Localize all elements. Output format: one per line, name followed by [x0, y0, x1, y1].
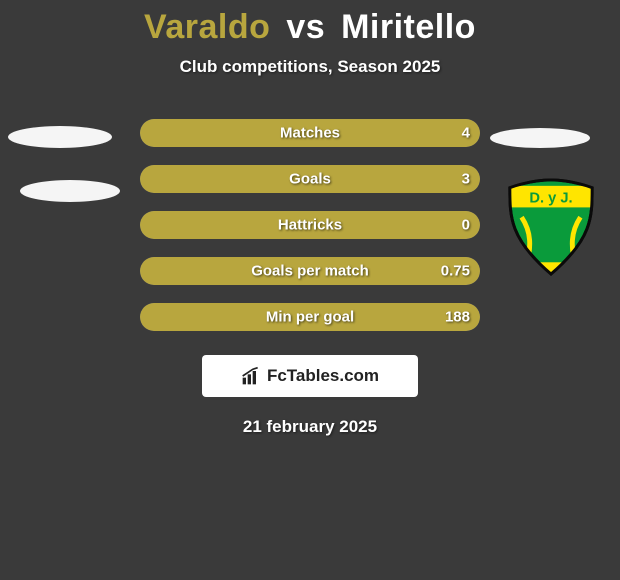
vs-text: vs [286, 8, 325, 46]
player2-name: Miritello [341, 8, 476, 46]
stat-label: Min per goal [266, 309, 354, 326]
stat-row: Goals 3 [140, 165, 480, 193]
stat-value-right: 4 [462, 125, 470, 142]
stat-label: Goals [289, 171, 331, 188]
club-badge-icon: D. y J. [502, 178, 600, 276]
bar-chart-icon [241, 366, 261, 386]
date-text: 21 february 2025 [0, 417, 620, 437]
logo-text: FcTables.com [267, 366, 379, 386]
fctables-logo[interactable]: FcTables.com [202, 355, 418, 397]
player1-name: Varaldo [144, 8, 270, 46]
stat-value-right: 0.75 [441, 263, 470, 280]
stat-row: Goals per match 0.75 [140, 257, 480, 285]
subtitle: Club competitions, Season 2025 [0, 57, 620, 77]
stat-value-right: 0 [462, 217, 470, 234]
stat-label: Goals per match [251, 263, 369, 280]
stat-row: Matches 4 [140, 119, 480, 147]
comparison-title: Varaldo vs Miritello [0, 8, 620, 47]
stat-label: Hattricks [278, 217, 342, 234]
stat-row: Min per goal 188 [140, 303, 480, 331]
avatar-placeholder [20, 180, 120, 202]
stat-row: Hattricks 0 [140, 211, 480, 239]
stat-value-right: 188 [445, 309, 470, 326]
badge-text: D. y J. [529, 191, 572, 207]
stats-container: Matches 4 Goals 3 Hattricks 0 Goals per … [140, 119, 480, 331]
stat-value-right: 3 [462, 171, 470, 188]
avatar-placeholder [8, 126, 112, 148]
stat-label: Matches [280, 125, 340, 142]
avatar-placeholder [490, 128, 590, 148]
